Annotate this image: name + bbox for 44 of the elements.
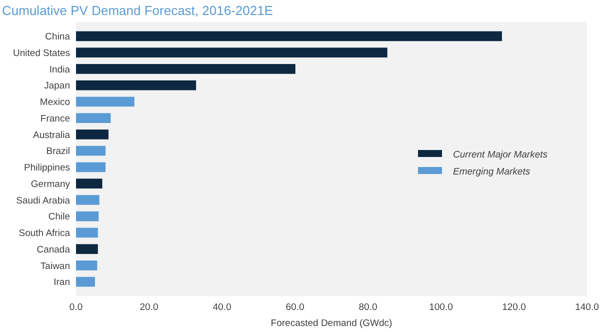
x-tick-label: 100.0 <box>429 302 453 313</box>
x-tick-label: 80.0 <box>358 302 378 313</box>
y-tick-label: South Africa <box>18 228 71 240</box>
y-tick-label: Canada <box>36 244 71 256</box>
y-tick-label: China <box>45 32 71 43</box>
x-tick-label: 40.0 <box>212 302 232 313</box>
bar <box>76 31 502 42</box>
bar <box>76 130 108 140</box>
y-tick-label: France <box>40 113 70 124</box>
legend-label: Emerging Markets <box>453 166 530 178</box>
y-tick-label: Iran <box>54 277 70 288</box>
y-tick-label: Mexico <box>40 97 70 108</box>
x-axis-title: Forecasted Demand (GWdc) <box>270 318 392 329</box>
bar <box>76 96 134 107</box>
x-tick-label: 140.0 <box>575 302 599 313</box>
y-tick-label: Australia <box>33 130 71 141</box>
chart-title: Cumulative PV Demand Forecast, 2016-2021E <box>2 3 274 18</box>
y-tick-label: Philippines <box>24 162 70 174</box>
bar <box>76 48 388 58</box>
bar <box>76 178 102 188</box>
bar <box>76 64 296 74</box>
bar <box>76 113 111 123</box>
bar <box>76 162 106 172</box>
x-tick-label: 0.0 <box>69 302 83 313</box>
y-tick-label: Japan <box>44 80 70 92</box>
y-tick-label: Germany <box>30 178 70 190</box>
x-tick-label: 120.0 <box>502 302 526 313</box>
y-tick-label: Brazil <box>46 146 70 158</box>
legend-label: Current Major Markets <box>453 149 548 160</box>
bar <box>76 211 99 222</box>
bar <box>76 228 98 238</box>
x-tick-label: 60.0 <box>286 302 304 313</box>
y-tick-label: India <box>49 64 71 76</box>
y-tick-label: Saudi Arabia <box>16 195 71 206</box>
bar <box>76 244 98 254</box>
bar <box>76 195 100 205</box>
y-tick-label: Chile <box>48 212 70 223</box>
y-tick-label: United States <box>12 48 70 59</box>
x-tick-label: 20.0 <box>140 302 158 313</box>
y-tick-label: Taiwan <box>40 260 70 272</box>
bar <box>76 146 106 156</box>
bar <box>76 260 98 270</box>
bar <box>76 80 196 90</box>
bar <box>76 276 95 287</box>
